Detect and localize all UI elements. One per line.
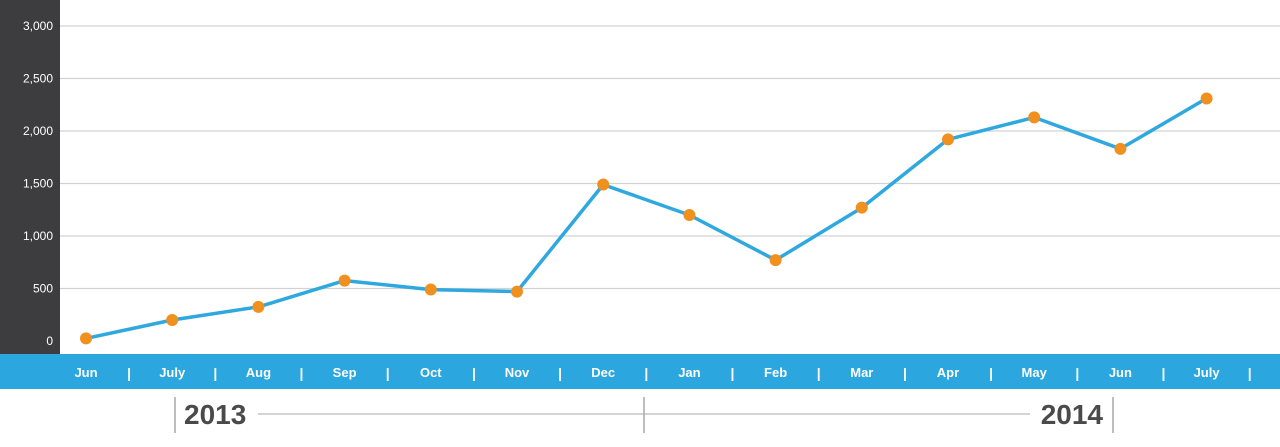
x-tick-separator: | (1075, 365, 1079, 381)
x-tick-label: Nov (505, 365, 530, 380)
x-tick-separator: | (300, 365, 304, 381)
x-tick-label: Mar (850, 365, 873, 380)
x-tick-label: Jan (678, 365, 700, 380)
data-point (511, 285, 523, 298)
x-tick-label: Apr (937, 365, 959, 380)
data-point (597, 178, 610, 191)
data-point (424, 283, 437, 296)
y-tick-label: 1,000 (23, 229, 53, 243)
x-tick-label: Jun (74, 365, 97, 380)
x-tick-label: May (1022, 365, 1048, 380)
y-tick-label: 500 (33, 282, 53, 296)
gridlines (60, 25, 1280, 290)
y-axis-tick-labels: 0 500 1,000 1,500 2,000 2,500 3,000 (23, 19, 53, 348)
y-tick-label: 3,000 (23, 19, 53, 33)
x-tick-separator: | (1248, 365, 1252, 381)
x-tick-separator: | (472, 365, 476, 381)
x-tick-separator: | (386, 365, 390, 381)
x-tick-label: Feb (764, 365, 787, 380)
data-points (80, 92, 1213, 345)
year-label-2014: 2014 (1041, 399, 1104, 430)
year-brackets: 2013 2014 (174, 397, 1114, 433)
data-point (166, 314, 179, 326)
y-tick-label: 1,500 (23, 177, 53, 191)
series-line (84, 96, 1209, 341)
x-tick-label: July (159, 365, 186, 380)
x-axis-band (0, 354, 1280, 389)
y-axis-panel (0, 0, 60, 354)
x-tick-separator: | (558, 365, 562, 381)
x-tick-label: Sep (333, 365, 357, 380)
x-tick-label: July (1194, 365, 1221, 380)
x-tick-separator: | (1162, 365, 1166, 381)
data-point (252, 300, 265, 313)
x-tick-separator: | (644, 365, 648, 381)
x-tick-label: Jun (1109, 365, 1132, 380)
y-tick-label: 2,500 (23, 72, 53, 86)
x-tick-separator: | (213, 365, 217, 381)
data-point (80, 332, 92, 345)
x-tick-label: Oct (420, 365, 442, 380)
data-point (769, 254, 782, 267)
data-point (1114, 142, 1127, 155)
x-tick-separator: | (903, 365, 907, 381)
y-tick-label: 0 (46, 334, 53, 348)
x-tick-separator: | (817, 365, 821, 381)
data-point (942, 133, 954, 146)
data-point (1028, 111, 1041, 124)
x-tick-label: Aug (246, 365, 271, 380)
year-label-2013: 2013 (184, 399, 246, 430)
x-tick-separator: | (731, 365, 735, 381)
x-tick-separator: | (127, 365, 131, 381)
data-point (338, 274, 351, 287)
x-axis-tick-labels: Jun | July | Aug | Sep | Oct | Nov | Dec | Jan | Feb | Mar… (74, 365, 1251, 381)
x-tick-separator: | (989, 365, 993, 381)
y-tick-label: 2,000 (23, 124, 53, 138)
data-point (855, 201, 868, 214)
data-point (1200, 92, 1213, 105)
x-tick-label: Dec (591, 365, 615, 380)
data-point (683, 209, 696, 221)
